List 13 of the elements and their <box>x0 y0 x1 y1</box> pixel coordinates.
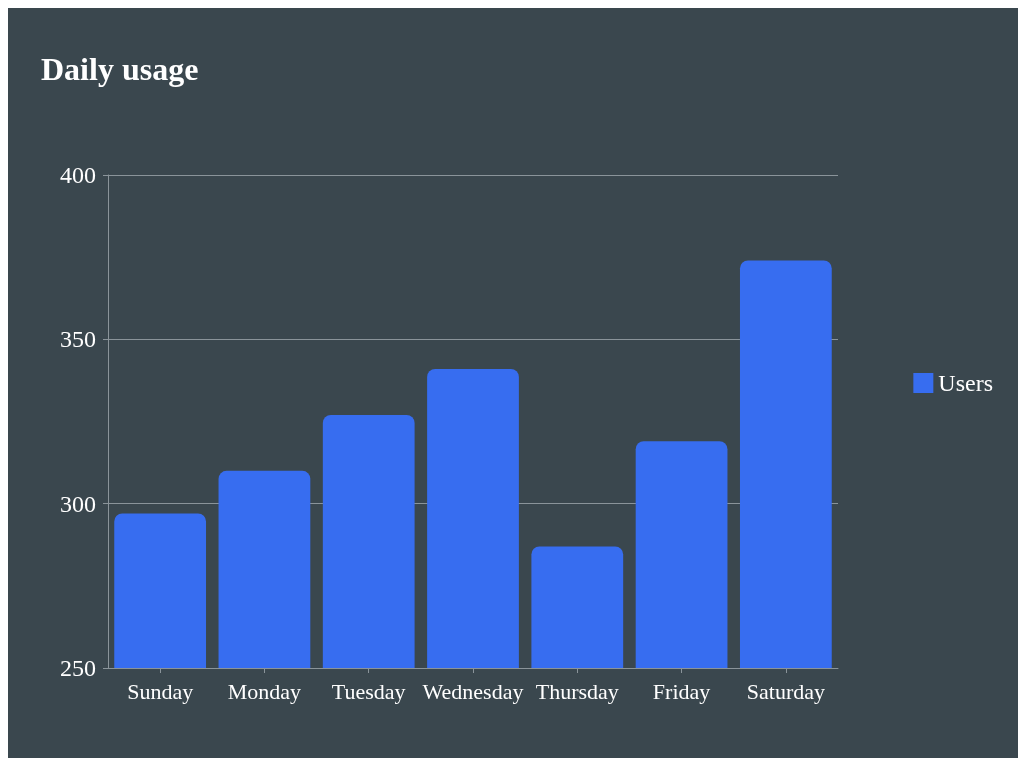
x-tick-label: Sunday <box>127 678 194 704</box>
chart-title: Daily usage <box>41 51 199 87</box>
x-tick-label: Monday <box>227 678 302 704</box>
x-tick-label: Tuesday <box>331 678 406 704</box>
y-tick-label: 400 <box>60 162 96 188</box>
x-tick-label: Thursday <box>535 678 619 704</box>
y-tick-label: 350 <box>60 326 96 353</box>
x-tick-label: Saturday <box>746 678 825 704</box>
y-tick-label: 300 <box>60 490 96 517</box>
x-tick-label: Wednesday <box>422 678 524 704</box>
legend-label: Users <box>938 370 993 396</box>
y-tick-label: 250 <box>60 655 96 681</box>
x-tick-label: Friday <box>652 678 711 704</box>
